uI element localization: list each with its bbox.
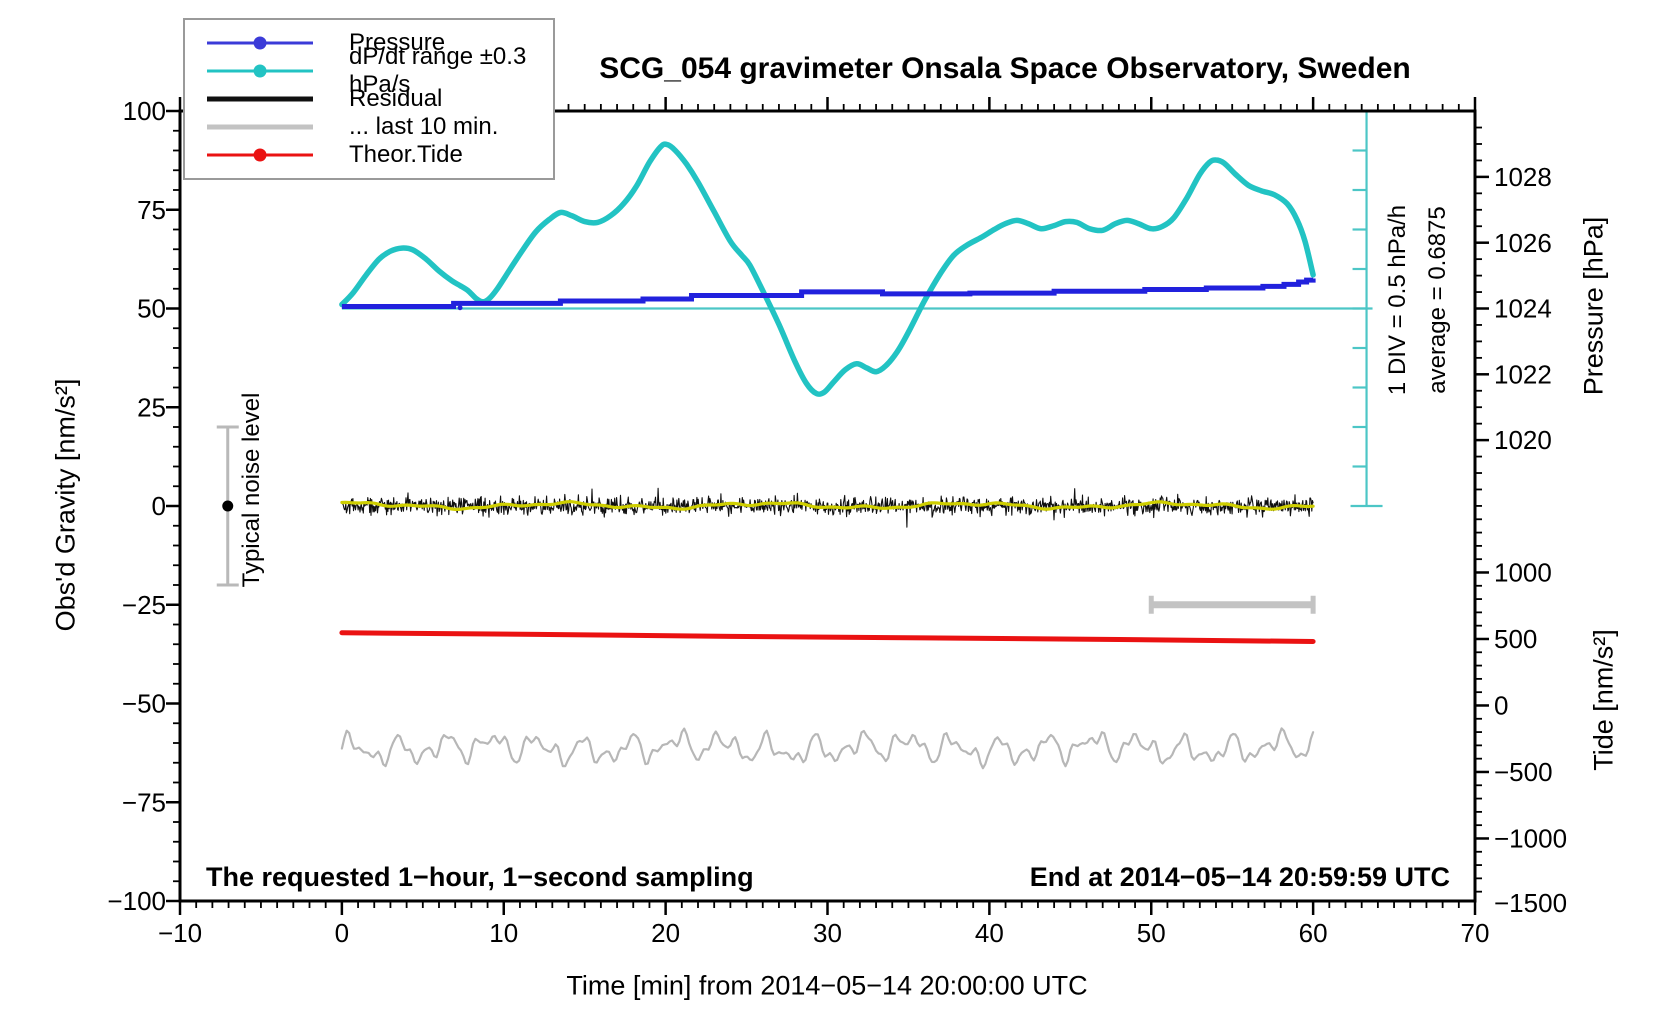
theor-tide-line-swatch xyxy=(207,148,313,162)
last10min-line-swatch xyxy=(207,120,313,134)
gravity-tick-label: −75 xyxy=(122,787,166,817)
legend-item-residual: Residual xyxy=(185,85,553,113)
pressure-tick-label: 1028 xyxy=(1494,162,1552,192)
gravity-tick-label: −25 xyxy=(122,590,166,620)
y-axis-title-tide: Tide [nm/s²] xyxy=(1588,629,1619,771)
residual-trace xyxy=(341,487,1314,528)
div-scale-annotation: 1 DIV = 0.5 hPa/h xyxy=(1384,204,1411,396)
pressure-glitch-dot xyxy=(457,305,463,311)
legend-label: Theor.Tide xyxy=(349,141,463,168)
gravity-tick-label: 0 xyxy=(152,491,166,521)
legend-label: Pressure xyxy=(349,29,446,56)
x-tick-label: 40 xyxy=(975,918,1004,948)
dpdt-line-swatch xyxy=(207,64,313,78)
tide-tick-label: 0 xyxy=(1494,691,1508,721)
tide-tick-label: −1500 xyxy=(1494,888,1567,918)
gravity-tick-label: 50 xyxy=(137,294,166,324)
gravity-tick-label: −50 xyxy=(122,689,166,719)
legend-box: Pressure dP/dt range ±0.3 hPa/s Residual… xyxy=(183,18,555,180)
dpdt-curve xyxy=(339,141,1316,397)
pressure-line-swatch xyxy=(207,36,313,50)
sampling-annotation: The requested 1−hour, 1−second sampling xyxy=(206,862,754,892)
gravity-tick-label: −100 xyxy=(107,886,166,916)
gravity-tick-label: 25 xyxy=(137,392,166,422)
pressure-curve xyxy=(341,277,1316,309)
tide-tick-label: −1000 xyxy=(1494,824,1567,854)
theor-tide-curve xyxy=(339,630,1316,644)
legend-item-dpdt-range: dP/dt range ±0.3 hPa/s xyxy=(185,43,553,98)
legend-label: ... last 10 min. xyxy=(349,113,499,140)
x-axis-title: Time [min] from 2014−05−14 20:00:00 UTC xyxy=(566,970,1088,1001)
x-tick-label: 50 xyxy=(1137,918,1166,948)
pressure-tick-label: 1026 xyxy=(1494,228,1552,258)
tide-tick-label: −500 xyxy=(1494,757,1553,787)
legend-label: Residual xyxy=(349,85,443,112)
x-tick-label: 0 xyxy=(335,918,349,948)
average-annotation: average = 0.6875 xyxy=(1424,206,1451,394)
legend-item-pressure: Pressure xyxy=(185,29,553,57)
y-axis-title-gravity: Obs'd Gravity [nm/s²] xyxy=(50,378,81,632)
last10min-trace xyxy=(340,727,1315,770)
residual-line-swatch xyxy=(207,92,313,106)
pressure-tick-label: 1020 xyxy=(1494,425,1552,455)
end-time-annotation: End at 2014−05−14 20:59:59 UTC xyxy=(1029,862,1450,892)
legend-item-theor-tide: Theor.Tide xyxy=(185,141,553,169)
x-tick-label: 30 xyxy=(813,918,842,948)
typical-noise-level-label: Typical noise level xyxy=(238,392,265,588)
gravity-tick-label: 75 xyxy=(137,195,166,225)
residual-smooth-curve xyxy=(340,500,1315,511)
y-axis-title-pressure: Pressure [hPa] xyxy=(1578,216,1609,396)
pressure-tick-label: 1024 xyxy=(1494,294,1552,324)
x-tick-label: 60 xyxy=(1299,918,1328,948)
x-tick-label: 70 xyxy=(1461,918,1490,948)
x-tick-label: 10 xyxy=(489,918,518,948)
x-tick-label: 20 xyxy=(651,918,680,948)
page-title: SCG_054 gravimeter Onsala Space Observat… xyxy=(599,52,1411,85)
noise-errorbar-dot xyxy=(222,500,234,512)
legend-label: dP/dt range ±0.3 hPa/s xyxy=(349,43,527,98)
tide-tick-label: 1000 xyxy=(1494,558,1552,588)
pressure-tick-label: 1022 xyxy=(1494,359,1552,389)
tide-tick-label: 500 xyxy=(1494,624,1537,654)
gravity-tick-label: 100 xyxy=(123,96,166,126)
x-tick-label: −10 xyxy=(158,918,202,948)
legend-item-last-10-min: ... last 10 min. xyxy=(185,113,553,141)
